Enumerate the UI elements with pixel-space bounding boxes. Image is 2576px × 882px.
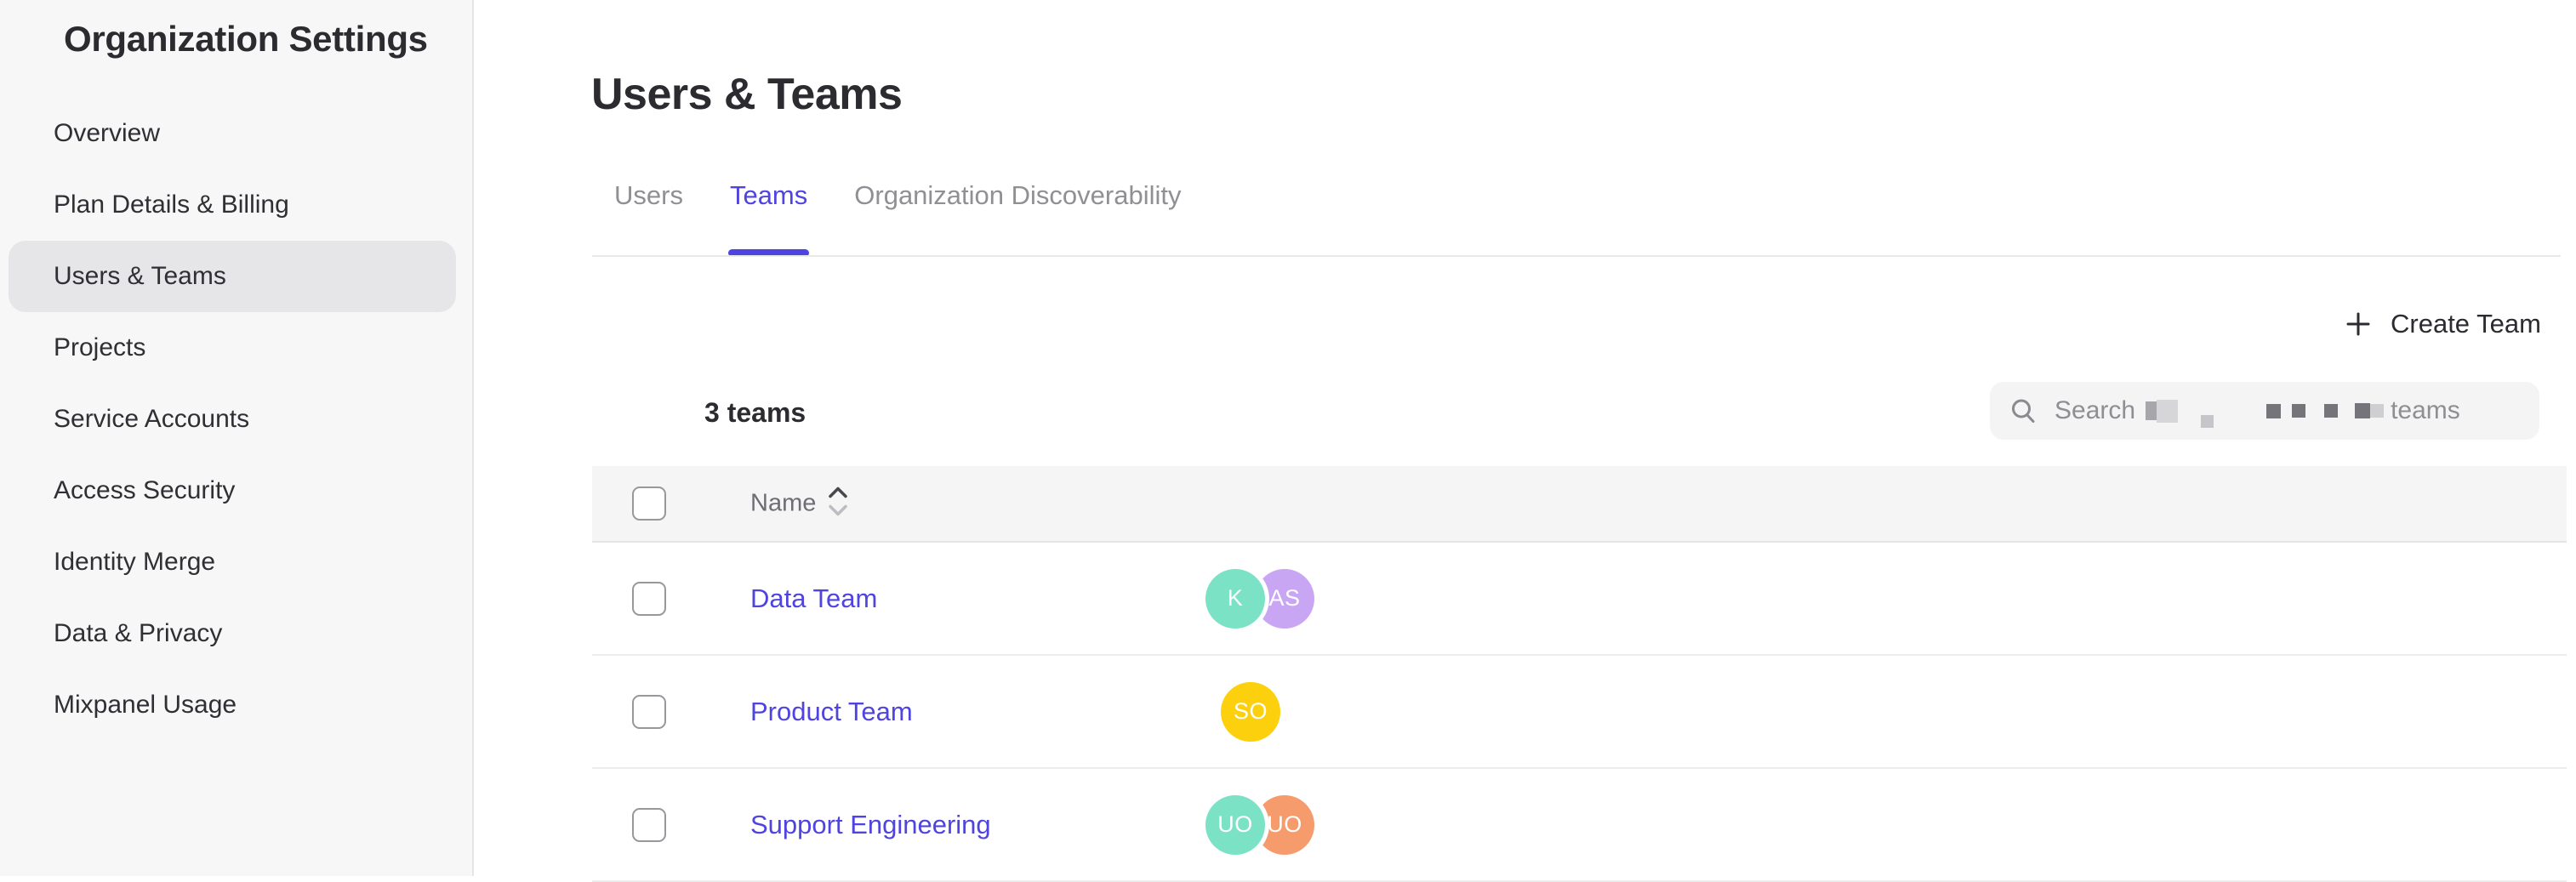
- team-name-link[interactable]: Product Team: [750, 696, 913, 726]
- tab-teams[interactable]: Teams: [727, 180, 810, 257]
- sidebar-item-label: Mixpanel Usage: [54, 691, 237, 719]
- redacted-text-block: [2146, 401, 2157, 420]
- sidebar-item-users-teams[interactable]: Users & Teams: [9, 241, 456, 312]
- teams-count: 3 teams: [704, 397, 806, 428]
- search-input[interactable]: Search teams: [1990, 382, 2539, 440]
- redacted-text-block: [2157, 399, 2179, 423]
- avatar: K: [1205, 568, 1265, 629]
- team-name-link[interactable]: Support Engineering: [750, 809, 991, 839]
- row-checkbox[interactable]: [632, 694, 666, 729]
- sidebar-item-label: Data & Privacy: [54, 619, 223, 647]
- team-name-link[interactable]: Data Team: [750, 583, 878, 613]
- sidebar-title: Organization Settings: [64, 19, 428, 59]
- redacted-text-block: [2201, 414, 2214, 428]
- table-row: Product Team SO: [592, 656, 2567, 769]
- avatar: UO: [1205, 794, 1265, 855]
- row-checkbox[interactable]: [632, 807, 666, 842]
- tab-users[interactable]: Users: [614, 180, 683, 210]
- table-row: Support Engineering UO UO: [592, 769, 2567, 882]
- sort-icon[interactable]: [827, 484, 849, 524]
- sidebar-item-mixpanel-usage[interactable]: Mixpanel Usage: [9, 669, 456, 741]
- sidebar-item-access-security[interactable]: Access Security: [9, 455, 456, 526]
- table-row: Data Team K AS: [592, 543, 2567, 656]
- tab-organization-discoverability[interactable]: Organization Discoverability: [854, 180, 1182, 210]
- row-checkbox[interactable]: [632, 581, 666, 616]
- sidebar-item-label: Users & Teams: [54, 262, 226, 290]
- avatar-stack: UO UO: [1205, 794, 1316, 855]
- redacted-text-block: [2266, 403, 2282, 418]
- sidebar-item-label: Plan Details & Billing: [54, 191, 289, 219]
- sidebar-item-label: Overview: [54, 119, 161, 147]
- redacted-text-block: [2292, 404, 2306, 418]
- name-column-header: Name: [750, 489, 817, 517]
- select-all-checkbox[interactable]: [632, 487, 666, 521]
- sidebar-item-label: Service Accounts: [54, 405, 250, 433]
- tabs-divider: [592, 255, 2561, 257]
- teams-table-body: Data Team K AS Product Team SO Support Engine…: [592, 543, 2567, 882]
- search-placeholder-prefix: Search: [2055, 396, 2136, 424]
- redacted-text-block: [2370, 404, 2385, 418]
- sidebar-item-identity-merge[interactable]: Identity Merge: [9, 526, 456, 598]
- redacted-text-block: [2355, 403, 2371, 418]
- sidebar-item-label: Projects: [54, 333, 146, 361]
- settings-sidebar: Organization Settings Overview Plan Detai…: [0, 0, 474, 876]
- avatar-stack: K AS: [1205, 568, 1316, 629]
- avatar: SO: [1221, 681, 1280, 742]
- search-icon: [2012, 399, 2035, 423]
- settings-nav: Overview Plan Details & Billing Users & Te…: [0, 98, 472, 741]
- sidebar-item-plan-details-billing[interactable]: Plan Details & Billing: [9, 169, 456, 241]
- sidebar-item-data-privacy[interactable]: Data & Privacy: [9, 598, 456, 669]
- redacted-text-block: [2324, 404, 2339, 418]
- page-title: Users & Teams: [591, 69, 903, 119]
- create-team-label: Create Team: [2391, 309, 2541, 339]
- plus-icon: [2345, 311, 2371, 337]
- sidebar-item-label: Identity Merge: [54, 548, 216, 576]
- sidebar-item-projects[interactable]: Projects: [9, 312, 456, 384]
- tab-bar: Users Teams Organization Discoverability: [614, 180, 1181, 257]
- search-placeholder-suffix: teams: [2391, 396, 2460, 424]
- sidebar-item-overview[interactable]: Overview: [9, 98, 456, 169]
- table-header-row: Name: [592, 466, 2567, 543]
- avatar-stack: SO: [1205, 681, 1316, 742]
- sidebar-item-label: Access Security: [54, 476, 236, 504]
- create-team-button[interactable]: Create Team: [2345, 299, 2541, 349]
- sidebar-item-service-accounts[interactable]: Service Accounts: [9, 384, 456, 455]
